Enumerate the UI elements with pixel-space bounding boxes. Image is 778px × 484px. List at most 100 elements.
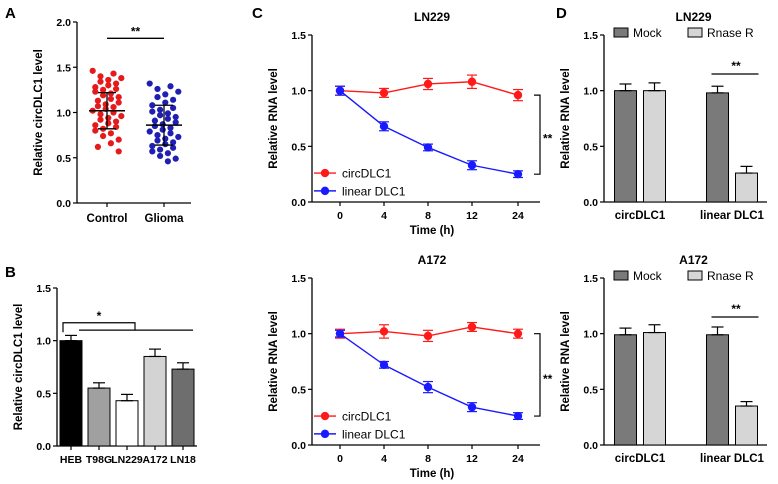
data-point [513, 169, 523, 179]
data-point [167, 124, 174, 131]
panel-label-b: B [5, 264, 16, 281]
y-tick-label: 0.0 [291, 197, 306, 209]
data-point [154, 85, 161, 93]
y-tick-label: 0.0 [583, 197, 598, 209]
data-point [467, 402, 477, 412]
data-point [423, 79, 433, 89]
chart-panel-d1: 0.0 0.5 1.0 1.5 Relative RNA level circDLC1 li… [560, 10, 767, 222]
data-point [154, 94, 161, 101]
data-point [110, 103, 117, 111]
legend-label: Rnase R [707, 269, 754, 283]
legend-label: Mock [633, 26, 663, 40]
x-tick-label: 0 [337, 210, 343, 222]
bar [735, 405, 758, 446]
bar [643, 90, 666, 203]
data-point [157, 106, 164, 113]
y-axis-label: Relative RNA level [560, 311, 572, 412]
data-point [100, 132, 107, 140]
data-point [172, 119, 179, 126]
x-axis-label: Time (h) [410, 225, 455, 237]
data-point [172, 113, 179, 121]
data-point [115, 136, 122, 143]
data-point [513, 411, 523, 421]
legend-swatch [613, 270, 629, 281]
x-tick-label: 8 [425, 453, 431, 465]
x-tick-label: 24 [512, 453, 524, 465]
bar [614, 90, 637, 203]
data-point [513, 329, 523, 338]
x-tick-label: 0 [337, 453, 343, 465]
data-point [146, 128, 153, 135]
bar [643, 332, 666, 446]
data-point [170, 144, 177, 151]
x-tick-label: linear DLC1 [700, 210, 765, 222]
data-point [162, 141, 169, 148]
data-point [94, 97, 101, 104]
data-point [94, 103, 101, 110]
legend-marker [320, 429, 330, 439]
y-tick-label: 0.0 [583, 440, 598, 452]
data-point [335, 329, 345, 338]
bar [706, 92, 729, 203]
data-point [92, 127, 99, 134]
data-point [167, 130, 174, 137]
panel-label-c: C [252, 5, 263, 22]
y-tick-label: 1.5 [56, 62, 71, 74]
y-tick-label: 1.5 [291, 273, 306, 285]
y-tick-label: 0.5 [291, 141, 306, 153]
legend-label: Mock [633, 269, 663, 283]
chart-panel-c2: 0.0 0.5 1.0 1.5 Relative RNA level 0 4 8 12 24 Tim… [268, 253, 553, 480]
data-point [172, 155, 179, 162]
x-tick-label: LN229 [111, 454, 143, 466]
data-point [149, 108, 156, 115]
series-line [339, 333, 519, 417]
data-point [113, 85, 120, 93]
y-axis-label: Relative RNA level [268, 68, 280, 169]
legend-label: linear DLC1 [342, 184, 406, 198]
data-point [164, 150, 171, 157]
bar [143, 355, 167, 447]
data-point [92, 84, 99, 91]
data-point [167, 83, 174, 90]
x-tick-label: linear DLC1 [700, 453, 765, 465]
data-point [115, 148, 122, 155]
x-tick-label: Glioma [145, 213, 185, 225]
significance-label: ** [731, 302, 741, 316]
data-point [513, 90, 523, 100]
x-tick-label: 12 [466, 453, 478, 465]
data-point [162, 135, 169, 142]
panel-label-a: A [5, 5, 16, 22]
data-point [170, 96, 177, 103]
data-point [110, 70, 117, 77]
y-tick-label: 0.5 [583, 141, 598, 153]
data-point [159, 121, 166, 128]
data-point [379, 88, 389, 98]
data-point [423, 382, 433, 392]
x-tick-label: 4 [381, 453, 387, 465]
data-point [379, 122, 389, 131]
data-point [162, 99, 169, 106]
data-point [149, 102, 156, 109]
y-axis-label: Relative RNA level [268, 311, 280, 412]
data-point [118, 75, 125, 82]
x-tick-label: 12 [466, 210, 478, 222]
chart-title: A172 [679, 253, 708, 267]
legend-marker [320, 168, 330, 178]
data-point [97, 111, 104, 118]
x-tick-label: 8 [425, 210, 431, 222]
data-point [149, 142, 156, 150]
y-axis-label: Relative circDLC1 level [33, 49, 45, 176]
y-tick-label: 0.5 [36, 388, 51, 400]
y-tick-label: 2.0 [56, 17, 71, 29]
data-point [107, 140, 114, 147]
data-point [159, 126, 166, 133]
data-point [115, 94, 122, 101]
data-point [100, 86, 107, 93]
data-point [157, 146, 164, 153]
bar [735, 172, 758, 203]
y-tick-label: 1.0 [36, 336, 51, 348]
y-tick-label: 1.0 [291, 86, 306, 98]
legend-label: Rnase R [707, 26, 754, 40]
data-point [113, 80, 120, 87]
data-point [423, 143, 433, 152]
